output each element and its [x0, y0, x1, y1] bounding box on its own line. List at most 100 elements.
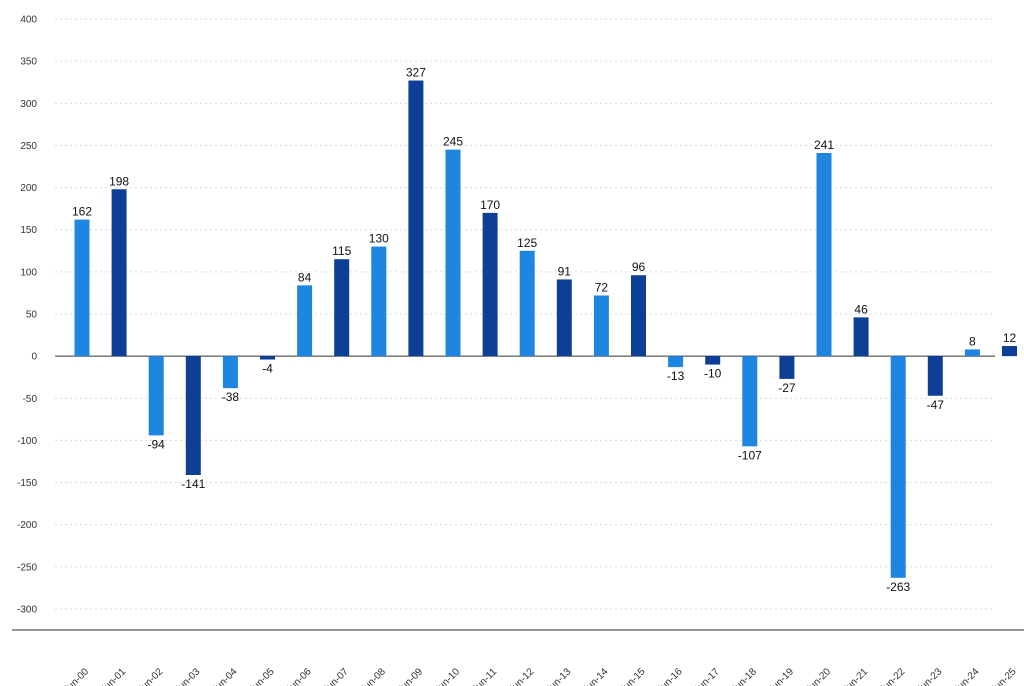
- data-label: -141: [181, 477, 205, 491]
- x-tick-label: jun-15: [619, 666, 647, 686]
- data-label: 130: [369, 232, 389, 246]
- bar-jun-19: [779, 356, 795, 379]
- data-label: 8: [969, 334, 976, 348]
- data-label: -10: [704, 367, 722, 381]
- data-label: -38: [222, 390, 240, 404]
- bar-jun-10: [445, 149, 461, 357]
- data-label: -4: [262, 362, 273, 376]
- x-tick-label: jun-19: [768, 666, 796, 686]
- y-tick-label: -150: [17, 478, 37, 489]
- bar-jun-17: [705, 356, 721, 365]
- y-tick-label: 150: [20, 225, 37, 236]
- data-label: 198: [109, 174, 129, 188]
- x-tick-label: jun-25: [990, 666, 1018, 686]
- x-tick-label: jun-01: [100, 666, 128, 686]
- x-tick-label: jun-08: [360, 666, 388, 686]
- x-tick-label: jun-10: [434, 666, 462, 686]
- data-label: 170: [480, 198, 500, 212]
- x-tick-label: jun-21: [842, 666, 870, 686]
- y-tick-label: 300: [20, 99, 37, 110]
- y-tick-label: -250: [17, 562, 37, 573]
- bar-jun-08: [371, 246, 387, 357]
- x-tick-label: jun-17: [694, 666, 722, 686]
- data-label: -47: [927, 398, 945, 412]
- x-tick-label: jun-06: [286, 666, 314, 686]
- bar-jun-18: [742, 356, 758, 447]
- bar-jun-14: [593, 295, 609, 357]
- x-tick-label: jun-11: [472, 666, 500, 686]
- x-tick-label: jun-05: [248, 666, 276, 686]
- data-label: 241: [814, 138, 834, 152]
- bar-jun-01: [111, 189, 127, 357]
- y-tick-label: -100: [17, 436, 37, 447]
- y-axis-ticks: 400 350 300 250 200 150 100 50 0 -50 -100 -150 -200 -…: [17, 15, 37, 616]
- x-tick-label: jun-14: [582, 666, 610, 686]
- bar-jun-04: [222, 356, 238, 389]
- bar-jun-12: [519, 250, 535, 357]
- data-label: 72: [595, 280, 609, 294]
- x-axis-ticks: jun-00 jun-01 jun-02 jun-03 jun-04 jun-05 jun-…: [63, 666, 1019, 686]
- x-tick-label: jun-03: [174, 666, 202, 686]
- x-tick-label: jun-12: [508, 666, 536, 686]
- data-label: 162: [72, 205, 92, 219]
- y-tick-label: 0: [31, 352, 37, 363]
- bar-jun-02: [148, 356, 164, 436]
- data-label: 245: [443, 135, 463, 149]
- data-label: 327: [406, 66, 426, 80]
- data-label: 12: [1003, 331, 1017, 345]
- bar-jun-21: [853, 317, 869, 357]
- y-tick-label: 100: [20, 267, 37, 278]
- y-tick-label: 400: [20, 15, 37, 26]
- bar-jun-07: [334, 259, 350, 357]
- data-label: -94: [148, 437, 166, 451]
- data-label: 84: [298, 270, 312, 284]
- bar-jun-23: [927, 356, 943, 396]
- bar-jun-13: [556, 279, 572, 357]
- y-tick-label: -300: [17, 605, 37, 616]
- x-tick-label: jun-04: [211, 666, 239, 686]
- bar-jun-20: [816, 153, 832, 357]
- y-tick-label: 350: [20, 57, 37, 68]
- data-label: -27: [778, 381, 796, 395]
- bar-jun-09: [408, 80, 424, 357]
- bar-jun-03: [185, 356, 201, 475]
- bar-jun-22: [890, 356, 906, 578]
- data-labels: 162 198 -94 -141 -38 -4 84 115 130 327 245 170 125 91…: [72, 66, 1017, 594]
- bars: [74, 80, 1017, 578]
- data-label: 46: [854, 302, 868, 316]
- data-label: 125: [517, 236, 537, 250]
- bar-jun-15: [631, 275, 646, 357]
- data-label: 115: [332, 244, 351, 258]
- x-tick-label: jun-16: [657, 666, 685, 686]
- data-label: 96: [632, 260, 646, 274]
- bar-jun-25: [1002, 346, 1017, 357]
- bar-jun-16: [668, 356, 684, 368]
- x-tick-label: jun-18: [731, 666, 759, 686]
- bar-jun-00: [74, 219, 90, 357]
- bar-jun-06: [297, 285, 313, 357]
- y-tick-label: 250: [20, 141, 37, 152]
- bar-jun-24: [964, 349, 980, 357]
- data-label: -263: [886, 580, 910, 594]
- x-tick-label: jun-09: [397, 666, 425, 686]
- y-tick-label: 200: [20, 183, 37, 194]
- x-tick-label: jun-20: [805, 666, 833, 686]
- x-tick-label: jun-23: [916, 666, 944, 686]
- x-tick-label: jun-22: [879, 666, 907, 686]
- x-tick-label: jun-13: [545, 666, 573, 686]
- grid-lines: [12, 18, 1024, 631]
- y-tick-label: 50: [26, 310, 38, 321]
- data-label: -107: [738, 448, 762, 462]
- data-label: -13: [667, 369, 685, 383]
- bar-jun-05: [260, 356, 275, 360]
- x-tick-label: jun-07: [323, 666, 351, 686]
- data-label: 91: [558, 264, 572, 278]
- bar-jun-11: [482, 212, 498, 357]
- x-tick-label: jun-24: [953, 666, 981, 686]
- y-tick-label: -200: [17, 520, 37, 531]
- x-tick-label: jun-00: [63, 666, 91, 686]
- y-tick-label: -50: [23, 394, 38, 405]
- x-tick-label: jun-02: [137, 666, 165, 686]
